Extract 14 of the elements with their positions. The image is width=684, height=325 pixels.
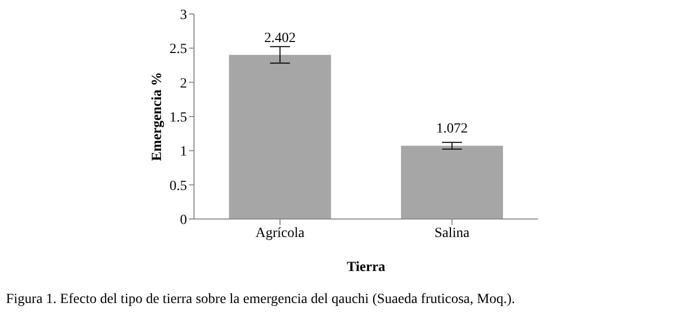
x-tick-label: Agrícola [256, 226, 306, 241]
y-tick-label: 1.5 [170, 110, 187, 126]
data-label: 2.402 [264, 30, 296, 46]
y-tick-label: 0.5 [170, 178, 187, 194]
y-tick-label: 2.5 [170, 42, 187, 58]
y-tick-label: 2 [180, 76, 187, 92]
text: Figura 1. Efecto del tipo de tierra sobre la emergencia del qauchi (Suaeda fruticosa, Moq.). [6, 292, 515, 308]
y-tick-label: 1 [180, 144, 187, 160]
y-axis-title: Emergencia % [150, 72, 165, 162]
x-axis-title: Tierra [346, 260, 386, 275]
y-tick-label: 0 [180, 212, 187, 228]
x-tick-label: Salina [434, 226, 470, 241]
y-tick-label: 3 [180, 8, 187, 23]
data-label: 1.072 [436, 122, 468, 137]
